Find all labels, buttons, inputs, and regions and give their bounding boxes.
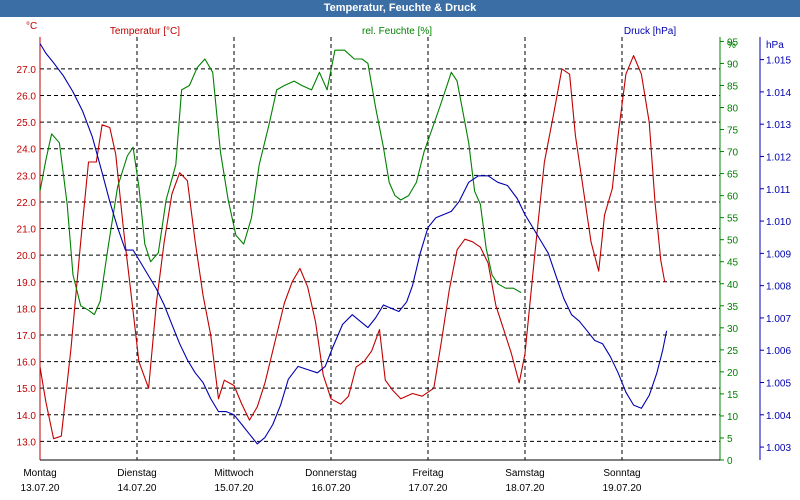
humidity-tick-label: 80	[727, 104, 739, 115]
humidity-unit-label: %	[727, 40, 736, 51]
x-tick-day-label: Montag	[23, 468, 56, 479]
humidity-tick-label: 75	[727, 126, 739, 137]
temperature-tick-label: 15.0	[17, 384, 37, 395]
pressure-tick-label: 1.003	[766, 443, 791, 454]
temperature-axis-title: Temperatur [°C]	[110, 26, 180, 37]
temperature-tick-label: 14.0	[17, 411, 37, 422]
pressure-tick-label: 1.004	[766, 411, 791, 422]
pressure-tick-label: 1.007	[766, 314, 791, 325]
temperature-tick-label: 24.0	[17, 145, 37, 156]
humidity-tick-label: 0	[727, 456, 733, 467]
pressure-tick-label: 1.013	[766, 120, 791, 131]
grid	[40, 37, 720, 460]
humidity-tick-label: 40	[727, 280, 739, 291]
temperature-tick-label: 26.0	[17, 92, 37, 103]
x-tick-date-label: 17.07.20	[409, 483, 448, 494]
x-tick-day-label: Freitag	[412, 468, 443, 479]
humidity-tick-label: 5	[727, 434, 733, 445]
humidity-axis-title: rel. Feuchte [%]	[362, 26, 432, 37]
humidity-tick-label: 65	[727, 170, 739, 181]
pressure-tick-label: 1.012	[766, 152, 791, 163]
x-tick-day-label: Donnerstag	[305, 468, 357, 479]
temperature-tick-label: 20.0	[17, 251, 37, 262]
humidity-tick-label: 55	[727, 214, 739, 225]
temperature-tick-label: 16.0	[17, 358, 37, 369]
temperature-tick-label: 25.0	[17, 118, 37, 129]
pressure-axis-title: Druck [hPa]	[624, 26, 676, 37]
temperature-tick-label: 19.0	[17, 278, 37, 289]
x-tick-date-label: 13.07.20	[21, 483, 60, 494]
x-tick-date-label: 15.07.20	[215, 483, 254, 494]
temperature-tick-label: 23.0	[17, 171, 37, 182]
temperature-tick-label: 21.0	[17, 225, 37, 236]
pressure-tick-label: 1.005	[766, 379, 791, 390]
temperature-tick-label: 17.0	[17, 331, 37, 342]
x-tick-day-label: Samstag	[505, 468, 544, 479]
pressure-unit-label: hPa	[766, 40, 784, 51]
temperature-tick-label: 18.0	[17, 304, 37, 315]
x-tick-date-label: 18.07.20	[506, 483, 545, 494]
pressure-tick-label: 1.008	[766, 282, 791, 293]
x-tick-date-label: 16.07.20	[312, 483, 351, 494]
humidity-tick-label: 70	[727, 148, 739, 159]
pressure-tick-label: 1.015	[766, 56, 791, 67]
x-tick-day-label: Sonntag	[603, 468, 640, 479]
temperature-tick-label: 13.0	[17, 437, 37, 448]
temperature-tick-label: 22.0	[17, 198, 37, 209]
window-title: Temperatur, Feuchte & Druck	[0, 0, 800, 17]
pressure-tick-label: 1.010	[766, 217, 791, 228]
x-tick-date-label: 19.07.20	[603, 483, 642, 494]
humidity-tick-label: 20	[727, 368, 739, 379]
x-tick-day-label: Dienstag	[117, 468, 156, 479]
temperature-unit-label: °C	[26, 21, 37, 32]
humidity-tick-label: 10	[727, 412, 739, 423]
series-line-temperature	[39, 55, 666, 440]
x-tick-day-label: Mittwoch	[214, 468, 253, 479]
pressure-tick-label: 1.014	[766, 88, 791, 99]
humidity-tick-label: 85	[727, 81, 739, 92]
axes	[39, 37, 764, 461]
humidity-tick-label: 25	[727, 346, 739, 357]
pressure-tick-label: 1.009	[766, 249, 791, 260]
humidity-tick-label: 95	[727, 37, 739, 48]
humidity-tick-label: 35	[727, 302, 739, 313]
humidity-tick-label: 45	[727, 258, 739, 269]
temperature-tick-label: 27.0	[17, 65, 37, 76]
humidity-tick-label: 90	[727, 59, 739, 70]
humidity-tick-label: 15	[727, 390, 739, 401]
series-line-pressure	[39, 43, 668, 445]
humidity-tick-label: 60	[727, 192, 739, 203]
pressure-tick-label: 1.011	[766, 185, 791, 196]
series-line-humidity	[39, 49, 522, 316]
weather-chart: 13.0 14.0 15.0 16.0 17.0 18.0 19.0 20.0 21.0 22.0…	[17, 21, 792, 494]
humidity-tick-label: 30	[727, 324, 739, 335]
series-lines	[39, 43, 668, 445]
x-tick-date-label: 14.07.20	[118, 483, 157, 494]
pressure-tick-label: 1.006	[766, 346, 791, 357]
humidity-tick-label: 50	[727, 236, 739, 247]
axis-labels: 13.0 14.0 15.0 16.0 17.0 18.0 19.0 20.0 21.0 22.0…	[17, 21, 792, 494]
